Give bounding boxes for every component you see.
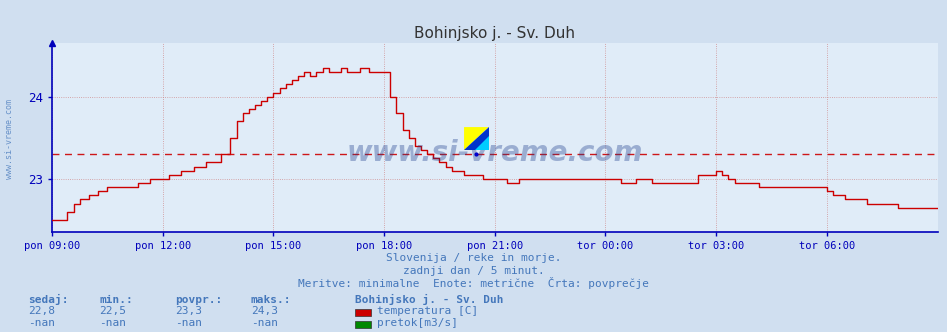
Polygon shape [464, 127, 489, 150]
Text: 24,3: 24,3 [251, 306, 278, 316]
Text: pretok[m3/s]: pretok[m3/s] [377, 318, 458, 328]
Text: 22,5: 22,5 [99, 306, 127, 316]
Title: Bohinjsko j. - Sv. Duh: Bohinjsko j. - Sv. Duh [414, 26, 576, 41]
Text: -nan: -nan [99, 318, 127, 328]
Text: -nan: -nan [28, 318, 56, 328]
Text: -nan: -nan [251, 318, 278, 328]
Polygon shape [464, 127, 489, 150]
Text: Meritve: minimalne  Enote: metrične  Črta: povprečje: Meritve: minimalne Enote: metrične Črta:… [298, 277, 649, 289]
Text: sedaj:: sedaj: [28, 294, 69, 305]
Text: maks.:: maks.: [251, 295, 292, 305]
Text: min.:: min.: [99, 295, 134, 305]
Text: zadnji dan / 5 minut.: zadnji dan / 5 minut. [402, 266, 545, 276]
Text: www.si-vreme.com: www.si-vreme.com [347, 139, 643, 167]
Text: Bohinjsko j. - Sv. Duh: Bohinjsko j. - Sv. Duh [355, 294, 504, 305]
Text: 23,3: 23,3 [175, 306, 203, 316]
Text: povpr.:: povpr.: [175, 295, 223, 305]
Text: -nan: -nan [175, 318, 203, 328]
Text: www.si-vreme.com: www.si-vreme.com [5, 100, 14, 179]
Text: 22,8: 22,8 [28, 306, 56, 316]
Text: temperatura [C]: temperatura [C] [377, 306, 478, 316]
Polygon shape [475, 136, 489, 150]
Text: Slovenija / reke in morje.: Slovenija / reke in morje. [385, 253, 562, 263]
